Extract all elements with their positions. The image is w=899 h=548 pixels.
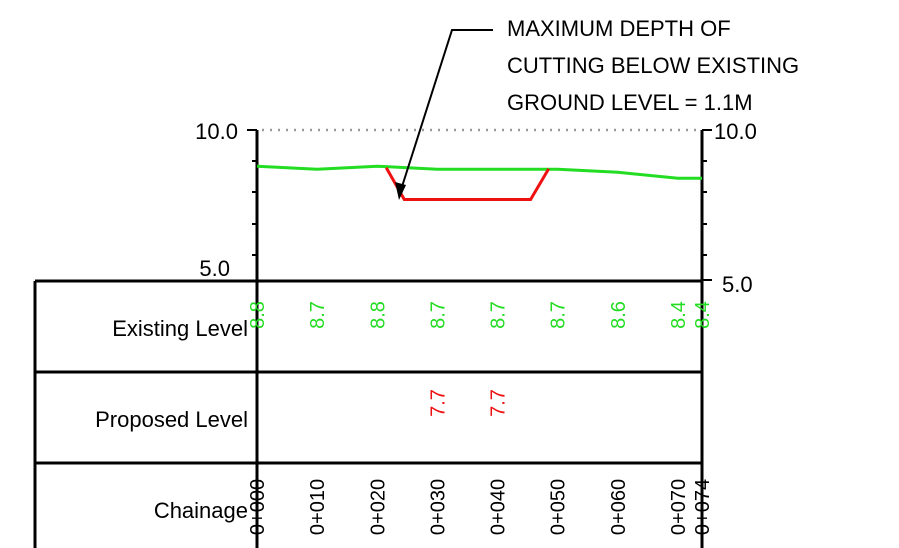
chainage-value: 0+060	[608, 479, 630, 535]
annotation-leader-line	[398, 29, 493, 197]
chainage-value: 0+000	[247, 479, 269, 535]
existing-level-values: 8.8 8.7 8.8 8.7 8.7 8.7 8.6 8.4 8.4	[247, 301, 714, 329]
existing-level-value: 8.8	[247, 301, 269, 329]
row-label-proposed-level: Proposed Level	[95, 407, 248, 432]
right-axis-label-bottom: 5.0	[722, 272, 753, 297]
right-axis-label-top: 10.0	[714, 119, 757, 144]
row-label-existing-level: Existing Level	[112, 316, 248, 341]
proposed-level-value: 7.7	[427, 389, 449, 417]
row-label-chainage: Chainage	[154, 498, 248, 523]
chainage-value: 0+074	[692, 479, 714, 535]
chainage-value: 0+020	[367, 479, 389, 535]
proposed-level-value: 7.7	[488, 389, 510, 417]
existing-level-value: 8.7	[548, 301, 570, 329]
annotation-line-3: GROUND LEVEL = 1.1M	[507, 90, 753, 115]
existing-level-value: 8.6	[608, 301, 630, 329]
chainage-value: 0+040	[488, 479, 510, 535]
proposed-cutting-profile	[384, 167, 550, 201]
left-axis-label-bottom: 5.0	[199, 256, 230, 281]
proposed-level-values: 7.7 7.7	[427, 389, 509, 417]
annotation-line-1: MAXIMUM DEPTH OF	[507, 16, 731, 41]
chainage-value: 0+010	[307, 479, 329, 535]
existing-level-value: 8.8	[367, 301, 389, 329]
existing-level-value: 8.7	[488, 301, 510, 329]
chainage-value: 0+070	[668, 479, 690, 535]
existing-level-value: 8.4	[692, 301, 714, 329]
annotation-arrowhead	[395, 182, 406, 200]
existing-level-value: 8.7	[427, 301, 449, 329]
left-axis-ticks	[247, 129, 257, 256]
existing-ground-line	[256, 164, 702, 180]
right-axis-ticks	[702, 129, 712, 281]
existing-level-value: 8.7	[307, 301, 329, 329]
left-axis-label-top: 10.0	[195, 119, 238, 144]
chainage-values: 0+000 0+010 0+020 0+030 0+040 0+050 0+060 0+070…	[247, 479, 714, 535]
table-grid	[33, 279, 702, 548]
chainage-value: 0+050	[548, 479, 570, 535]
chainage-value: 0+030	[427, 479, 449, 535]
existing-level-value: 8.4	[668, 301, 690, 329]
annotation-line-2: CUTTING BELOW EXISTING	[507, 53, 799, 78]
